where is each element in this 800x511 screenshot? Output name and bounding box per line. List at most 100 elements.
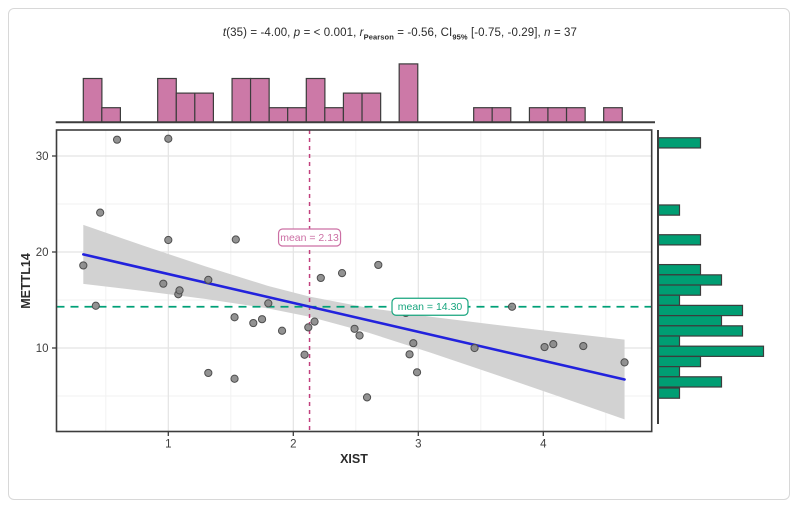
x-histogram-bar <box>194 92 215 123</box>
x-histogram-bar <box>175 92 196 123</box>
y-tick-label: 10 <box>36 343 49 355</box>
scatter-point <box>164 134 173 143</box>
scatter-point <box>231 235 240 244</box>
x-histogram-bar <box>101 107 122 123</box>
scatter-point <box>164 235 173 245</box>
scatter-point <box>257 315 267 324</box>
y-histogram-bar <box>657 355 702 368</box>
x-histogram-bar <box>231 77 252 123</box>
y-tick-label: 20 <box>36 247 49 259</box>
scatter-point <box>350 324 359 333</box>
x-histogram-bar <box>603 107 623 123</box>
scatter-point <box>409 339 418 348</box>
regression-line-stroke <box>82 253 626 381</box>
x-histogram-bar <box>287 107 307 123</box>
confidence-band-area <box>83 224 625 420</box>
x-tick-label: 2 <box>290 439 296 451</box>
scatter-point <box>412 368 422 377</box>
stats-annotation-segment: t <box>222 27 227 39</box>
x-marginal-histogram <box>55 63 655 124</box>
scatter-point <box>159 279 168 288</box>
scatter-point <box>337 269 347 278</box>
scatter-point <box>304 323 313 332</box>
mean-lines <box>56 130 652 432</box>
y-histogram-bar <box>657 345 765 357</box>
scatter-point <box>175 286 184 295</box>
scatter-point <box>620 358 629 367</box>
scatter-point <box>310 317 319 326</box>
confidence-band <box>83 224 625 420</box>
stats-annotation-segment: = 37 <box>550 27 578 39</box>
mean-y-label-box <box>391 297 469 316</box>
scatter-point <box>549 340 558 349</box>
scatter-point <box>96 208 105 217</box>
x-histogram-bar <box>473 107 493 123</box>
y-histogram-bar <box>657 274 723 286</box>
stats-annotation-segment: Pearson <box>363 32 394 42</box>
y-histogram-bar <box>657 137 702 149</box>
scatter-point <box>230 313 239 322</box>
scatter-point <box>405 350 414 359</box>
y-histogram-bar <box>657 204 681 216</box>
mean-x-label-text: mean = 2.13 <box>280 232 339 244</box>
y-histogram-bar <box>657 366 681 378</box>
scatter-point <box>112 135 122 144</box>
x-histogram-bar <box>547 107 568 123</box>
x-histogram-bar <box>268 107 289 123</box>
y-histogram-bar <box>657 315 723 327</box>
y-histogram-bar <box>657 325 744 337</box>
x-histogram-bar <box>249 77 270 123</box>
x-histogram-bar <box>565 107 586 123</box>
y-axis-title: METTL14 <box>19 253 33 309</box>
regression-line <box>82 253 626 381</box>
scatter-point <box>470 343 479 353</box>
y-tick-label: 30 <box>36 151 49 163</box>
stats-annotation: t(35) = -4.00, p = < 0.001, rPearson = -… <box>0 27 800 41</box>
axes: 1 2 3 4 10 20 30 <box>36 151 547 451</box>
scatter-point <box>355 331 364 340</box>
stats-annotation-segment: = -0.56, CI <box>393 27 453 39</box>
scatter-point <box>91 301 100 310</box>
scatter-point <box>374 260 383 270</box>
y-histogram-bar <box>657 335 681 347</box>
scatter-point <box>249 318 258 328</box>
y-histogram-bar <box>657 304 744 317</box>
scatter-point <box>300 350 309 359</box>
scatter-point <box>204 368 213 378</box>
x-histogram-bar <box>157 77 177 123</box>
y-histogram-bar <box>657 284 702 296</box>
stats-annotation-segment: r <box>359 27 364 39</box>
stats-annotation-segment: = < 0.001, <box>300 27 360 39</box>
mean-x-label-box <box>277 228 342 247</box>
scatter-point <box>507 302 517 311</box>
stats-annotation-segment: p <box>293 27 301 39</box>
stats-annotation-segment: [-0.75, -0.29], <box>467 27 545 39</box>
stats-annotation-segment: (35) = -4.00, <box>226 27 294 39</box>
mean-y-label-text: mean = 14.30 <box>398 301 463 313</box>
x-tick-label: 4 <box>540 439 547 451</box>
stats-annotation-segment: 95% <box>452 32 468 42</box>
scatter-point <box>579 341 588 351</box>
scatter-point <box>79 261 88 270</box>
x-histogram-bar <box>305 77 326 123</box>
y-histogram-bar <box>657 387 681 399</box>
scatter-point <box>316 273 325 283</box>
y-marginal-histogram <box>657 130 765 424</box>
x-histogram-bar <box>82 77 103 123</box>
x-histogram-bar <box>491 107 512 123</box>
x-histogram-bar <box>398 63 419 123</box>
x-histogram-bar <box>342 92 363 123</box>
y-histogram-bar <box>657 376 723 388</box>
mean-labels: mean = 2.13 mean = 14.30 <box>277 228 469 316</box>
scatter-point <box>230 374 239 383</box>
y-histogram-bar <box>657 294 681 307</box>
panel-border <box>55 129 653 433</box>
stats-annotation-segment: n <box>544 27 551 39</box>
scatter-point <box>204 275 213 284</box>
y-histogram-bar <box>657 263 702 276</box>
scatter-point <box>264 299 273 308</box>
x-histogram-bar <box>324 107 344 123</box>
scatter-point <box>277 326 287 335</box>
scatter-point <box>540 342 549 352</box>
